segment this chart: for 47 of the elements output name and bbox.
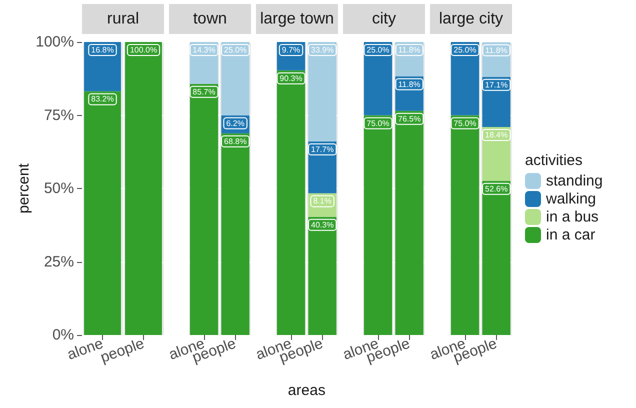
bar bbox=[482, 180, 510, 335]
chart-title: city bbox=[372, 10, 396, 28]
data-label: 76.5% bbox=[398, 114, 421, 124]
data-label: 6.2% bbox=[226, 118, 244, 128]
data-label: 90.3% bbox=[280, 74, 302, 83]
data-label: 52.6% bbox=[485, 184, 508, 194]
legend-label: in a bus bbox=[546, 208, 599, 226]
chart-title: rural bbox=[106, 10, 140, 28]
legend-title: activities bbox=[525, 152, 583, 169]
chart-title: large city bbox=[438, 10, 504, 28]
legend-label: standing bbox=[546, 172, 603, 190]
data-label: 16.8% bbox=[91, 46, 114, 54]
data-label: 25.0% bbox=[366, 46, 390, 54]
data-label: 25.0% bbox=[224, 46, 247, 54]
legend-label: walking bbox=[545, 190, 596, 208]
chart-title: town bbox=[193, 10, 227, 28]
data-label: 83.2% bbox=[91, 94, 114, 104]
bar bbox=[221, 133, 250, 335]
data-label: 9.7% bbox=[282, 46, 300, 54]
y-tick-label: 0% bbox=[52, 326, 74, 344]
y-axis-title: percent bbox=[16, 162, 33, 214]
data-label: 25.0% bbox=[454, 46, 476, 54]
data-label: 11.8% bbox=[485, 46, 508, 55]
data-label: 68.8% bbox=[224, 136, 247, 146]
chart-title: large town bbox=[260, 10, 334, 28]
x-axis-title: areas bbox=[288, 382, 326, 399]
data-label: 11.8% bbox=[398, 46, 420, 54]
y-tick-label: 25% bbox=[44, 253, 74, 270]
data-label: 100.0% bbox=[130, 46, 158, 54]
data-label: 75.0% bbox=[454, 118, 476, 128]
data-label: 17.1% bbox=[485, 80, 508, 90]
data-label: 14.3% bbox=[192, 46, 216, 54]
bar bbox=[450, 115, 480, 335]
data-label: 11.8% bbox=[398, 80, 420, 89]
y-tick-label: 50% bbox=[44, 180, 74, 197]
data-label: 8.1% bbox=[313, 196, 332, 206]
bar bbox=[364, 115, 392, 335]
data-label: 18.4% bbox=[485, 130, 508, 140]
data-label: 33.9% bbox=[311, 46, 334, 54]
legend-label: in a car bbox=[546, 226, 596, 244]
y-tick-label: 75% bbox=[44, 106, 74, 124]
data-label: 17.7% bbox=[311, 144, 334, 154]
data-label: 75.0% bbox=[366, 118, 390, 128]
y-tick-label: 100% bbox=[36, 34, 74, 50]
data-label: 85.7% bbox=[192, 87, 216, 96]
bar bbox=[395, 110, 424, 335]
data-label: 40.3% bbox=[311, 220, 334, 230]
